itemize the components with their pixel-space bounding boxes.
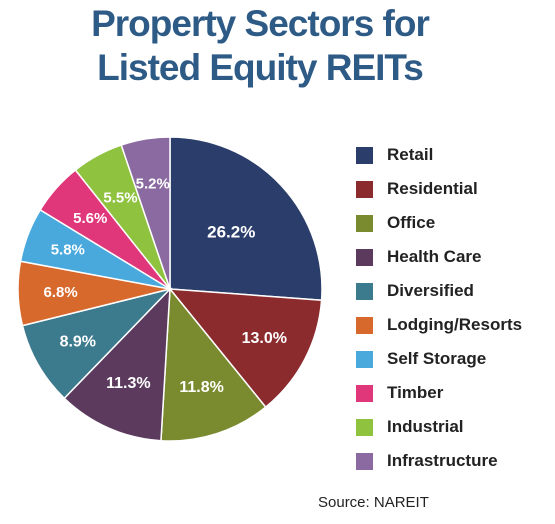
pie-slice-label: 5.8% xyxy=(51,241,85,258)
pie-slice-label: 11.8% xyxy=(179,379,223,396)
pie-slice-retail xyxy=(169,136,323,302)
legend-label: Health Care xyxy=(387,247,482,266)
legend-item-infrastructure: Infrastructure xyxy=(356,444,551,478)
legend-label: Lodging/Resorts xyxy=(387,315,523,334)
legend-item-lodging-resorts: Lodging/Resorts xyxy=(356,308,551,342)
legend: Retail Residential Office Health Care Divers… xyxy=(356,138,551,478)
legend-label: Office xyxy=(387,213,436,232)
legend-item-self-storage: Self Storage xyxy=(356,342,551,376)
legend-label: Timber xyxy=(387,383,444,402)
source-note: Source: NAREIT xyxy=(318,494,429,511)
legend-label: Residential xyxy=(387,179,478,198)
legend-swatch xyxy=(356,384,373,402)
pie-slice-label: 26.2% xyxy=(207,223,255,242)
legend-swatch xyxy=(356,146,373,164)
pie-slice-label: 8.9% xyxy=(60,334,96,351)
pie-slice-office xyxy=(160,287,267,442)
legend-item-industrial: Industrial xyxy=(356,410,551,444)
legend-item-office: Office xyxy=(356,206,551,240)
legend-item-diversified: Diversified xyxy=(356,274,551,308)
pie-slice-labels: 26.2% 13.0% 11.8% 11.3% 8.9% 6.8% 5.8% 5.6% 5.5%… xyxy=(44,176,287,396)
legend-swatch xyxy=(356,214,373,232)
legend-item-timber: Timber xyxy=(356,376,551,410)
pie-slice-label: 11.3% xyxy=(106,375,150,392)
pie-slice-label: 5.5% xyxy=(103,190,137,207)
legend-swatch xyxy=(356,350,373,368)
pie-slice-label: 13.0% xyxy=(242,330,287,347)
pie-slice-label: 5.6% xyxy=(73,210,107,227)
pie-slice-health-care xyxy=(63,287,171,442)
pie-slice-diversified xyxy=(21,287,173,400)
legend-label: Diversified xyxy=(387,281,474,300)
legend-swatch xyxy=(356,452,373,470)
chart-title-line-1: Property Sectors for xyxy=(91,3,430,44)
pie-slice-label: 6.8% xyxy=(44,284,78,301)
legend-label: Infrastructure xyxy=(387,451,498,470)
pie-slices xyxy=(17,136,323,442)
legend-swatch xyxy=(356,282,373,300)
pie-slice-label: 5.2% xyxy=(136,176,170,193)
legend-swatch xyxy=(356,180,373,198)
legend-item-retail: Retail xyxy=(356,138,551,172)
legend-item-residential: Residential xyxy=(356,172,551,206)
chart-title-line-2: Listed Equity REITs xyxy=(97,47,424,88)
legend-item-health-care: Health Care xyxy=(356,240,551,274)
legend-swatch xyxy=(356,248,373,266)
chart-title: Property Sectors for Listed Equity REITs xyxy=(0,2,520,90)
legend-swatch xyxy=(356,418,373,436)
legend-label: Self Storage xyxy=(387,349,487,368)
pie-slice-infrastructure xyxy=(120,136,171,290)
legend-label: Retail xyxy=(387,145,434,164)
legend-label: Industrial xyxy=(387,417,464,436)
pie-slice-residential xyxy=(168,288,323,409)
legend-swatch xyxy=(356,316,373,334)
